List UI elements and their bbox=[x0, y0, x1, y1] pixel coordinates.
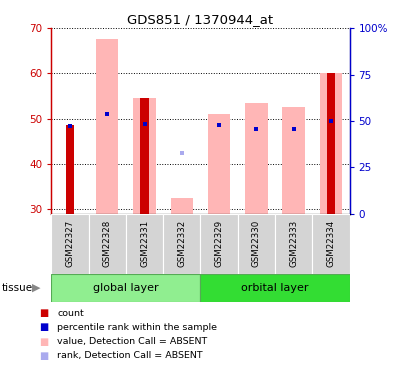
Text: ■: ■ bbox=[40, 322, 49, 332]
Bar bbox=[238, 214, 275, 274]
Text: GSM22331: GSM22331 bbox=[140, 220, 149, 267]
Text: GSM22329: GSM22329 bbox=[214, 220, 224, 267]
Bar bbox=[88, 214, 126, 274]
Text: tissue: tissue bbox=[2, 283, 33, 293]
Bar bbox=[66, 126, 74, 214]
Bar bbox=[200, 214, 238, 274]
Text: global layer: global layer bbox=[93, 283, 159, 293]
Text: ▶: ▶ bbox=[32, 283, 41, 293]
Text: rank, Detection Call = ABSENT: rank, Detection Call = ABSENT bbox=[57, 351, 203, 360]
Bar bbox=[282, 107, 305, 214]
Bar bbox=[141, 98, 149, 214]
Text: orbital layer: orbital layer bbox=[241, 283, 309, 293]
Text: percentile rank within the sample: percentile rank within the sample bbox=[57, 323, 217, 332]
Text: ■: ■ bbox=[40, 351, 49, 361]
Bar bbox=[200, 274, 350, 302]
Bar bbox=[171, 198, 193, 214]
Bar bbox=[51, 214, 88, 274]
Text: GSM22334: GSM22334 bbox=[326, 220, 335, 267]
Text: GSM22332: GSM22332 bbox=[177, 220, 186, 267]
Bar bbox=[126, 214, 163, 274]
Text: GSM22328: GSM22328 bbox=[103, 220, 112, 267]
Bar bbox=[320, 74, 342, 214]
Text: GSM22327: GSM22327 bbox=[66, 220, 75, 267]
Text: GSM22330: GSM22330 bbox=[252, 220, 261, 267]
Bar bbox=[327, 74, 335, 214]
Bar bbox=[96, 39, 118, 214]
Text: count: count bbox=[57, 309, 84, 318]
Text: ■: ■ bbox=[40, 337, 49, 346]
Bar bbox=[134, 98, 156, 214]
Bar bbox=[51, 274, 200, 302]
Bar bbox=[245, 103, 267, 214]
Bar bbox=[312, 214, 350, 274]
Text: ■: ■ bbox=[40, 308, 49, 318]
Title: GDS851 / 1370944_at: GDS851 / 1370944_at bbox=[128, 13, 273, 26]
Text: GSM22333: GSM22333 bbox=[289, 220, 298, 267]
Bar bbox=[163, 214, 200, 274]
Bar bbox=[208, 114, 230, 214]
Bar bbox=[275, 214, 312, 274]
Text: value, Detection Call = ABSENT: value, Detection Call = ABSENT bbox=[57, 337, 207, 346]
